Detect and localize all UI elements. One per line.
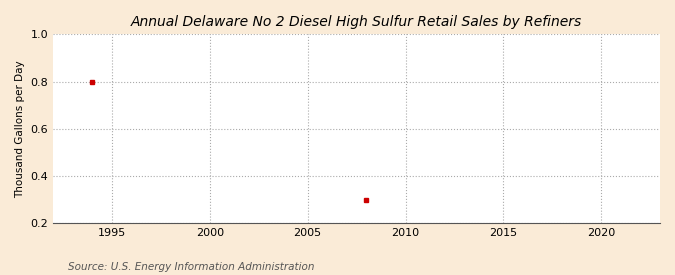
Y-axis label: Thousand Gallons per Day: Thousand Gallons per Day — [15, 60, 25, 197]
Text: Source: U.S. Energy Information Administration: Source: U.S. Energy Information Administ… — [68, 262, 314, 272]
Title: Annual Delaware No 2 Diesel High Sulfur Retail Sales by Refiners: Annual Delaware No 2 Diesel High Sulfur … — [131, 15, 583, 29]
